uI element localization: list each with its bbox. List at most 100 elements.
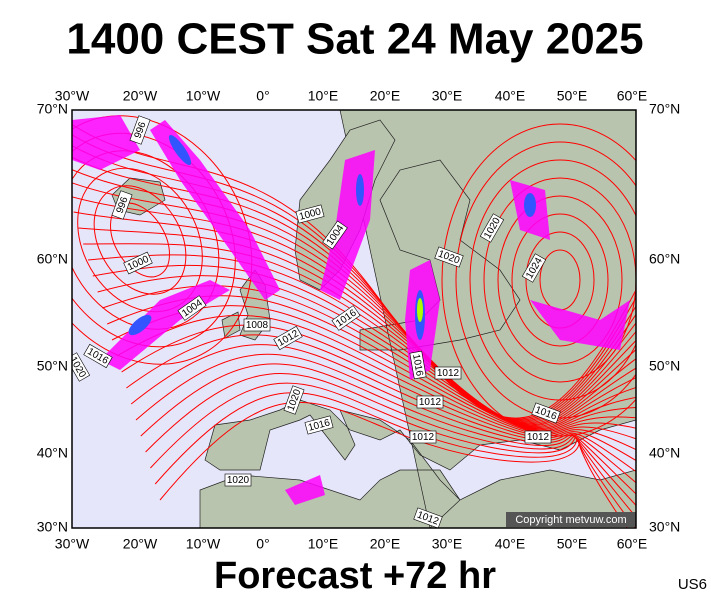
lon-label-top: 10°E (308, 88, 339, 104)
lon-label-top: 50°E (557, 88, 588, 104)
lat-label-right: 30°N (649, 519, 680, 535)
isobar-label-box (416, 395, 444, 409)
isobar-label-box (224, 473, 252, 487)
isobar-label-box (123, 251, 153, 275)
lon-label-top: 30°E (432, 88, 463, 104)
lon-label-bottom: 10°E (308, 536, 339, 552)
isobar-label-box (283, 385, 305, 415)
lon-label-bottom: 30°E (432, 536, 463, 552)
isobar-label: 1000 (295, 204, 325, 224)
map-title: 1400 CEST Sat 24 May 2025 (66, 15, 643, 64)
isobar (135, 353, 636, 484)
isobar (469, 159, 636, 401)
lon-label-top: 40°E (495, 88, 526, 104)
isobar (150, 382, 636, 518)
isobar-label-box (322, 220, 348, 250)
forecast-label: Forecast +72 hr (214, 555, 496, 597)
isobar-label-box (243, 318, 271, 332)
lat-label-left: 40°N (37, 445, 68, 461)
isobar-label-box (129, 115, 151, 145)
lon-label-top: 20°E (370, 88, 401, 104)
isobar (93, 185, 187, 295)
isobar-label-text: 1008 (246, 320, 269, 331)
isobar (455, 141, 636, 419)
isobar (145, 373, 636, 507)
isobar-label-text: 1016 (410, 353, 425, 377)
graticule-labels: 30°W 30°W 20°W 20°W 10°W 10°W 0° 0° 10°E 10°E 20°E… (37, 88, 681, 552)
isobar-label: 1020 (224, 473, 252, 487)
isobar (483, 177, 636, 383)
isobar-label: 1008 (243, 318, 271, 332)
lat-label-right: 50°N (649, 358, 680, 374)
lon-label-top: 60°E (617, 88, 648, 104)
isobar-label-box (434, 366, 462, 380)
isobar-label: 1012 (524, 430, 552, 444)
peak-precipitation (417, 298, 423, 322)
isobar-label: 996 (129, 115, 151, 145)
isobar-label-box (304, 415, 334, 435)
isobar-label-box (273, 325, 303, 351)
isobar (154, 392, 636, 528)
lat-label-right: 40°N (649, 445, 680, 461)
lon-label-top: 10°W (186, 88, 221, 104)
isobar-label: 1012 (416, 395, 444, 409)
lat-label-left: 70°N (37, 101, 68, 117)
isobar-label-box (524, 430, 552, 444)
lon-label-top: 30°W (55, 88, 90, 104)
map-frame (71, 109, 637, 529)
lat-label-left: 60°N (37, 251, 68, 267)
isobar-label-box (111, 190, 133, 220)
lon-label-bottom: 20°W (123, 536, 158, 552)
isobar-label-box (409, 350, 427, 380)
isobar-label-box (295, 204, 325, 224)
isobar-label-text: 1012 (527, 432, 550, 443)
isobar-label-box (413, 507, 443, 528)
isobar-label: 996 (111, 190, 133, 220)
isobar-label-box (83, 343, 113, 369)
isobar-label-box (409, 430, 437, 444)
isobar (511, 213, 609, 347)
isobar-label-box (177, 295, 207, 321)
isobar-label-box (479, 213, 505, 243)
lon-label-bottom: 30°W (55, 536, 90, 552)
isobar (159, 401, 628, 528)
isobar-label-text: 1012 (437, 368, 460, 379)
lon-label-bottom: 10°W (186, 536, 221, 552)
isobar-label-box (531, 402, 561, 424)
copyright-box (506, 512, 636, 527)
isobar (140, 363, 636, 495)
isobar-label-text: 1012 (419, 397, 442, 408)
lon-label-bottom: 50°E (557, 536, 588, 552)
isobar (72, 182, 636, 424)
model-code: US6 (678, 576, 707, 593)
lon-label-bottom: 0° (256, 536, 269, 552)
isobar-label: 1012 (434, 366, 462, 380)
isobar (497, 195, 623, 365)
lat-label-left: 50°N (37, 358, 68, 374)
lon-label-top: 20°W (123, 88, 158, 104)
isobar-label-box (331, 305, 361, 331)
lon-label-bottom: 60°E (617, 536, 648, 552)
isobar-label-box (434, 246, 464, 268)
lon-label-bottom: 40°E (495, 536, 526, 552)
isobar (116, 314, 636, 440)
lat-label-right: 70°N (649, 101, 680, 117)
isobar-label-text: 1012 (412, 432, 435, 443)
isobar-label-box (521, 253, 547, 283)
precipitation (72, 115, 630, 505)
lat-label-right: 60°N (649, 251, 680, 267)
isobar (72, 169, 636, 423)
copyright: Copyright metvuw.com (515, 514, 626, 526)
lon-label-bottom: 20°E (370, 536, 401, 552)
isobar-label: 1016 (409, 350, 427, 380)
isobar-label-text: 1020 (227, 475, 250, 486)
map-area: 9969961000100010041004100810121016101610… (72, 110, 636, 528)
lat-label-left: 30°N (37, 519, 68, 535)
isobar-label: 1012 (409, 430, 437, 444)
isobar (121, 324, 636, 451)
isobar-label: 1016 (304, 415, 334, 435)
lon-label-top: 0° (256, 88, 269, 104)
isobar (441, 123, 636, 437)
isobar (72, 156, 636, 422)
